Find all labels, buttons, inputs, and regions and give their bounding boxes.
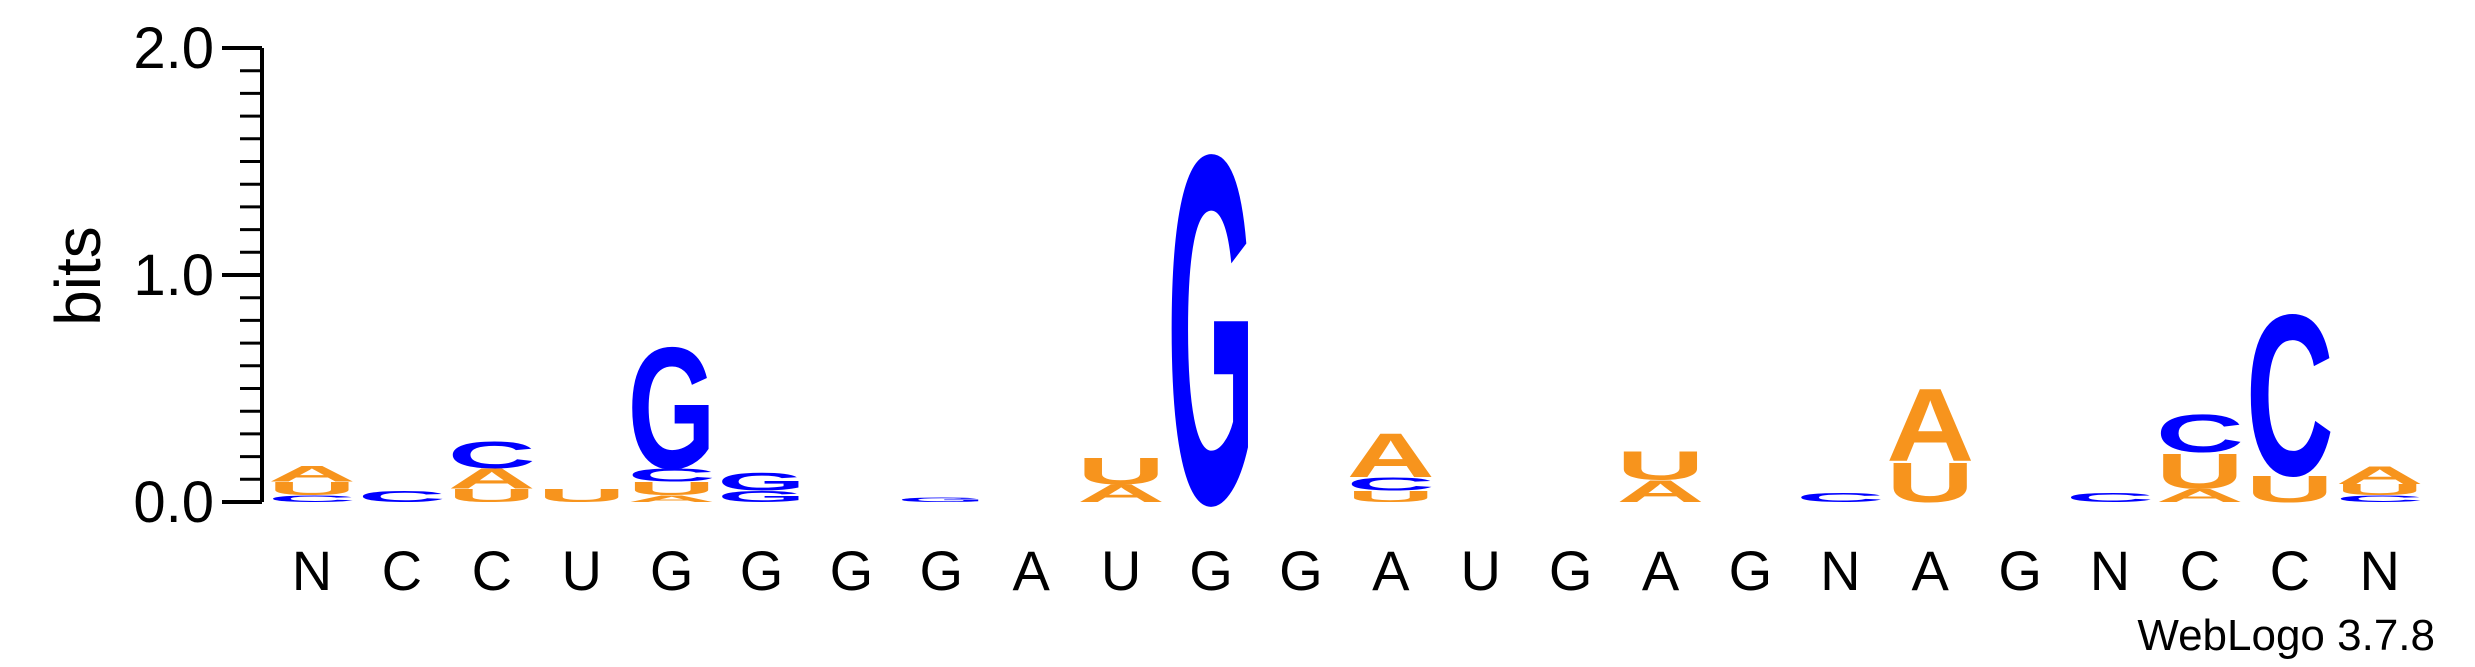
x-tick-label: U [1101, 539, 1141, 602]
logo-letter-A: A [2336, 461, 2424, 489]
logo-letter-U: U [2156, 443, 2244, 499]
logo-letter-U: U [1617, 443, 1705, 489]
x-tick-label: C [2270, 539, 2310, 602]
logo-letter-A: A [268, 462, 356, 487]
logo-letter-U: U [628, 478, 716, 499]
x-tick-label: A [1642, 539, 1680, 602]
x-tick-label: N [292, 539, 332, 602]
logo-letter-U: U [2336, 481, 2424, 499]
logo-letter-U: U [1347, 488, 1435, 506]
logo-letter-G: G [718, 488, 806, 506]
logo-letter-U: U [448, 485, 536, 506]
x-tick-label: G [1729, 539, 1773, 602]
x-tick-label: N [2090, 539, 2130, 602]
x-tick-label: A [1372, 539, 1410, 602]
logo-letter-C: C [358, 488, 446, 506]
logo-letter-G: G [628, 312, 716, 506]
logo-letter-C: C [1796, 491, 1884, 505]
x-tick-label: N [1820, 539, 1860, 602]
logo-letter-A: A [1886, 367, 1974, 484]
x-tick-label: G [920, 539, 964, 602]
y-tick-label: 2.0 [133, 16, 214, 81]
x-tick-label: G [1279, 539, 1323, 602]
y-ticks: 0.0 1.0 2.0 [133, 16, 262, 535]
logo-letter-A: A [1077, 479, 1165, 507]
logo-letter-G: G [718, 468, 806, 496]
logo-letter-C: C [2246, 267, 2334, 524]
x-tick-label: U [1460, 539, 1500, 602]
logo-letter-C: C [628, 465, 716, 486]
x-tick-label: N [2359, 539, 2399, 602]
x-tick-label: G [740, 539, 784, 602]
x-tick-label: A [1912, 539, 1950, 602]
x-tick-label: G [1549, 539, 1593, 602]
x-tick-label: G [650, 539, 694, 602]
x-tick-label: C [2180, 539, 2220, 602]
x-tick-label: U [561, 539, 601, 602]
logo-letter-U: U [1077, 450, 1165, 492]
logo-letter-G: G [1167, 51, 1255, 608]
logo-letter-U: U [538, 485, 626, 506]
logo-letter-G: G [897, 496, 985, 503]
logo-letter-A: A [2156, 485, 2244, 506]
y-tick-label: 1.0 [133, 243, 214, 308]
weblogo-watermark: WebLogo 3.7.8 [2137, 611, 2435, 660]
x-tick-label: G [1189, 539, 1233, 602]
y-tick-label: 0.0 [133, 470, 214, 535]
logo-letter-C: C [2156, 404, 2244, 464]
x-tick-label: G [830, 539, 874, 602]
logo-letter-C: C [2066, 491, 2154, 505]
logo-letter-C: C [448, 434, 536, 476]
x-tick-label: A [1013, 539, 1051, 602]
logo-letter-C: C [1347, 474, 1435, 495]
logo-letter-U: U [1886, 451, 1974, 514]
logo-letter-U: U [268, 478, 356, 499]
logo-letter-A: A [1347, 420, 1435, 491]
y-axis-label: bits [42, 226, 114, 326]
x-tick-label: C [472, 539, 512, 602]
x-tick-label: G [1998, 539, 2042, 602]
x-tick-label: C [382, 539, 422, 602]
logo-letter-C: C [268, 494, 356, 505]
logo-letter-C: C [2336, 494, 2424, 505]
logo-letter-A: A [628, 494, 716, 505]
logo-letter-A: A [1617, 473, 1705, 508]
logo-letter-A: A [448, 463, 536, 495]
logo-letter-U: U [2246, 468, 2334, 510]
